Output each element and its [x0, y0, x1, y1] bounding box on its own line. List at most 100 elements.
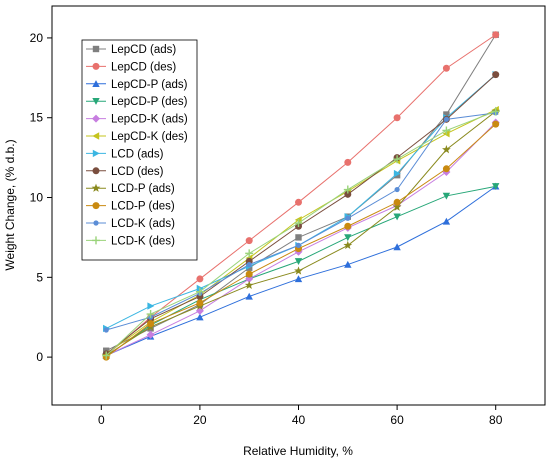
- data-point: [102, 351, 111, 360]
- data-point: [394, 186, 400, 193]
- legend-label: LCD-P (des): [111, 201, 175, 213]
- data-point: [443, 111, 450, 118]
- x-tick-label: 40: [292, 413, 306, 427]
- data-point: [195, 306, 204, 315]
- data-point: [103, 327, 109, 333]
- data-point: [442, 165, 450, 173]
- data-point: [393, 198, 401, 206]
- x-tick-label: 60: [390, 413, 404, 427]
- legend-label: LepCD-P (ads): [111, 79, 188, 91]
- data-point: [343, 240, 353, 250]
- data-point: [246, 261, 252, 268]
- data-point: [393, 155, 402, 164]
- data-point: [196, 275, 204, 283]
- data-point: [245, 270, 253, 278]
- legend-swatch-marker: [92, 167, 100, 175]
- legend-swatch-marker: [92, 132, 100, 140]
- legend-entry: LepCD-P (des): [86, 96, 188, 108]
- data-point: [442, 145, 451, 154]
- legend-entry: LepCD-K (ads): [86, 114, 188, 126]
- data-point: [295, 234, 302, 241]
- data-point: [196, 313, 204, 321]
- series-9: [102, 120, 500, 361]
- legend-swatch-marker: [92, 149, 100, 158]
- x-tick-label: 0: [98, 413, 105, 427]
- legend-entry: LepCD (des): [86, 61, 176, 73]
- legend-swatch-marker: [92, 202, 100, 210]
- data-point: [393, 169, 401, 178]
- data-point: [295, 242, 302, 248]
- y-tick-label: 20: [30, 31, 44, 45]
- legend-swatch-marker: [91, 183, 101, 192]
- data-point: [294, 219, 303, 228]
- data-point: [492, 183, 500, 191]
- data-point: [294, 275, 303, 283]
- legend-label: LepCD-K (des): [111, 131, 188, 143]
- legend-label: LCD-K (des): [111, 235, 175, 247]
- legend-entry: LCD (ads): [86, 148, 164, 160]
- legend-entry: LCD-K (ads): [86, 218, 175, 230]
- data-point: [492, 120, 500, 128]
- series-layer: [101, 31, 501, 361]
- x-tick-label: 80: [489, 413, 503, 427]
- data-point: [393, 243, 401, 251]
- y-axis-title: Weight Change, (% d.b.): [3, 139, 17, 270]
- data-point: [245, 292, 253, 300]
- data-point: [344, 158, 352, 166]
- data-point: [393, 213, 401, 221]
- legend-swatch-marker: [92, 236, 100, 245]
- data-point: [244, 280, 254, 290]
- legend-swatch-marker: [92, 45, 100, 53]
- data-point: [344, 234, 352, 242]
- data-point: [393, 114, 401, 122]
- data-point: [245, 237, 253, 245]
- legend-swatch-marker: [92, 62, 100, 70]
- legend-label: LCD (ads): [111, 148, 164, 160]
- legend-label: LepCD-P (des): [111, 96, 188, 108]
- data-point: [196, 299, 204, 307]
- y-tick-label: 5: [36, 270, 43, 284]
- legend-swatch-marker: [92, 80, 100, 87]
- data-point: [146, 330, 155, 339]
- legend-label: LCD-P (ads): [111, 183, 175, 195]
- data-point: [147, 320, 155, 328]
- data-point: [343, 185, 352, 194]
- data-point: [442, 64, 450, 72]
- data-point: [147, 302, 155, 310]
- y-tick-label: 10: [30, 191, 44, 205]
- data-point: [442, 126, 451, 135]
- legend-label: LCD-K (ads): [111, 218, 175, 230]
- data-point: [294, 258, 303, 266]
- legend-label: LepCD-K (ads): [111, 114, 188, 126]
- data-point: [443, 116, 449, 122]
- data-point: [344, 222, 352, 230]
- legend-label: LCD (des): [111, 166, 164, 178]
- data-point: [195, 287, 204, 296]
- x-axis-title: Relative Humidity, %: [243, 444, 353, 458]
- legend-entry: LCD-P (ads): [86, 183, 175, 195]
- data-point: [345, 215, 351, 221]
- legend-label: LepCD (des): [111, 61, 176, 73]
- legend-entry: LCD (des): [86, 166, 164, 178]
- legend-swatch-marker: [93, 220, 99, 226]
- series-11: [102, 107, 500, 360]
- y-tick-label: 0: [36, 350, 43, 364]
- axis-ticks: 0 20 40 60 80 0 5 10 15 20: [30, 31, 503, 427]
- data-point: [492, 31, 500, 39]
- legend-swatch-marker: [92, 114, 100, 123]
- legend-entry: LCD-K (des): [86, 235, 175, 247]
- data-point: [245, 249, 254, 258]
- legend-swatch-marker: [92, 98, 100, 105]
- x-tick-label: 20: [193, 413, 207, 427]
- legend-entry: LepCD-K (des): [86, 131, 188, 143]
- legend-entry: LepCD-P (ads): [86, 79, 188, 91]
- legend-entry: LCD-P (des): [86, 201, 175, 213]
- data-point: [344, 260, 352, 268]
- legend: LepCD (ads) LepCD (des) LepCD-P (ads) LepCD…: [81, 39, 198, 261]
- data-point: [294, 266, 303, 275]
- legend-entry: LepCD (ads): [86, 44, 176, 56]
- data-point: [442, 217, 451, 225]
- y-tick-label: 15: [30, 111, 44, 125]
